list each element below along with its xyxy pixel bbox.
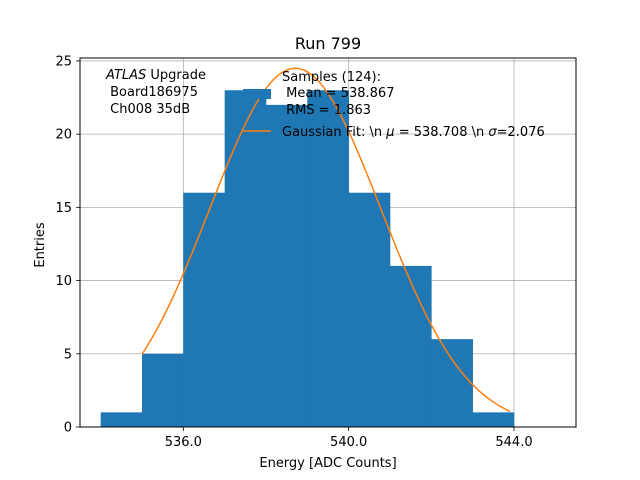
plot-frame [79, 57, 577, 428]
annotation-line-1: ATLAS Upgrade [105, 68, 206, 83]
legend: Samples (124): Mean = 538.867 RMS = 1.86… [243, 70, 545, 140]
gaussian-fit-curve [141, 67, 511, 412]
legend-fit-text-b: = 538.708 \n [395, 125, 489, 140]
annotation-line-2: Board186975 [106, 85, 198, 100]
chart-title: Run 799 [295, 34, 361, 53]
y-tick-label: 15 [55, 201, 72, 216]
histogram-bar [348, 192, 391, 427]
histogram-bar [142, 353, 184, 427]
x-tick-label: 544.0 [495, 435, 532, 450]
annotation-atlas-italic: ATLAS [105, 68, 146, 83]
legend-fit-mu: μ [385, 125, 394, 140]
histogram-bar [183, 192, 225, 427]
axis-ticks: 536.0 540.0 544.0 0 5 10 15 20 25 [55, 54, 532, 450]
histogram-bar [390, 265, 432, 427]
atlas-annotation: ATLAS Upgrade Board186975 Ch008 35dB [105, 68, 206, 117]
x-axis-label: Energy [ADC Counts] [259, 456, 396, 471]
legend-samples-line-2: Mean = 538.867 [282, 86, 394, 101]
legend-samples-line-3: RMS = 1.863 [282, 103, 371, 118]
y-tick-label: 10 [55, 274, 72, 289]
annotation-line-3: Ch008 35dB [106, 102, 190, 117]
histogram-bars [100, 90, 515, 427]
legend-fit-label: Gaussian Fit: \n μ = 538.708 \n σ=2.076 [282, 125, 545, 140]
legend-samples-line-1: Samples (124): [282, 70, 381, 85]
y-axis-label: Entries [33, 222, 48, 268]
gaussian-fit-line [141, 67, 511, 412]
y-tick-label: 5 [64, 347, 72, 362]
histogram-bar [266, 104, 308, 427]
y-tick-label: 20 [55, 128, 72, 143]
x-tick-label: 540.0 [330, 435, 367, 450]
histogram-bar [307, 90, 349, 427]
histogram-bar [100, 412, 143, 427]
y-tick-label: 25 [55, 54, 72, 69]
legend-fit-text-a: Gaussian Fit: \n [282, 125, 386, 140]
histogram-bar [472, 412, 515, 427]
legend-samples-swatch [243, 89, 271, 99]
histogram-bar [224, 90, 267, 427]
y-tick-label: 0 [64, 421, 72, 436]
legend-fit-text-c: =2.076 [497, 125, 545, 140]
annotation-upgrade: Upgrade [146, 68, 206, 83]
legend-fit-sigma: σ [488, 125, 497, 140]
histogram-bar [431, 339, 473, 427]
x-tick-label: 536.0 [165, 435, 202, 450]
